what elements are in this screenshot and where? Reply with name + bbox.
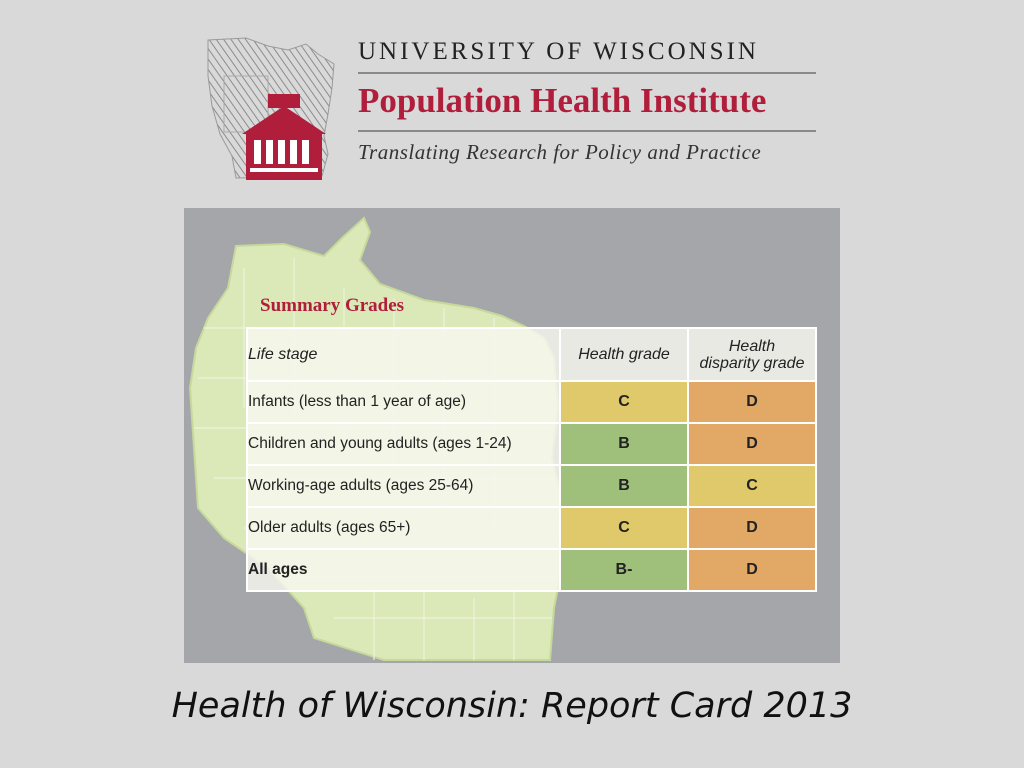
summary-grades-panel: Summary Grades Life stage Health grade H… bbox=[184, 208, 840, 663]
disparity-grade-cell: D bbox=[687, 548, 817, 592]
life-stage-cell: Children and young adults (ages 1-24) bbox=[246, 422, 561, 466]
wisconsin-capitol-icon bbox=[207, 37, 335, 180]
table-row-all-ages: All ages B- D bbox=[246, 548, 817, 592]
logo-divider-2 bbox=[358, 130, 816, 132]
life-stage-cell: Infants (less than 1 year of age) bbox=[246, 380, 561, 424]
institute-logo: UNIVERSITY OF WISCONSIN Population Healt… bbox=[206, 36, 826, 186]
header-health-grade: Health grade bbox=[559, 327, 689, 382]
header-disparity-line2: disparity grade bbox=[699, 354, 805, 372]
disparity-grade-cell: D bbox=[687, 422, 817, 466]
health-grade-cell: B- bbox=[559, 548, 689, 592]
header-life-stage: Life stage bbox=[246, 327, 561, 382]
health-grade-cell: B bbox=[559, 422, 689, 466]
health-grade-cell: C bbox=[559, 380, 689, 424]
table-row: Older adults (ages 65+) C D bbox=[246, 506, 817, 550]
health-grade-cell: C bbox=[559, 506, 689, 550]
disparity-grade-cell: D bbox=[687, 380, 817, 424]
life-stage-cell: Older adults (ages 65+) bbox=[246, 506, 561, 550]
life-stage-cell: All ages bbox=[246, 548, 561, 592]
summary-grades-title: Summary Grades bbox=[260, 295, 405, 316]
university-name: UNIVERSITY OF WISCONSIN bbox=[358, 38, 759, 65]
disparity-grade-cell: D bbox=[687, 506, 817, 550]
slide-caption: Health of Wisconsin: Report Card 2013 bbox=[171, 686, 853, 726]
logo-divider bbox=[358, 72, 816, 74]
header-disparity-line1: Health bbox=[728, 337, 776, 355]
health-grade-cell: B bbox=[559, 464, 689, 508]
table-row: Working-age adults (ages 25-64) B C bbox=[246, 464, 817, 508]
summary-grades-table: Life stage Health grade Health disparity… bbox=[246, 327, 817, 592]
table-row: Children and young adults (ages 1-24) B … bbox=[246, 422, 817, 466]
header-disparity-grade: Health disparity grade bbox=[687, 327, 817, 382]
institute-tagline: Translating Research for Policy and Prac… bbox=[358, 140, 762, 164]
table-header-row: Life stage Health grade Health disparity… bbox=[246, 327, 817, 382]
institute-name: Population Health Institute bbox=[358, 81, 767, 120]
life-stage-cell: Working-age adults (ages 25-64) bbox=[246, 464, 561, 508]
disparity-grade-cell: C bbox=[687, 464, 817, 508]
table-row: Infants (less than 1 year of age) C D bbox=[246, 380, 817, 424]
